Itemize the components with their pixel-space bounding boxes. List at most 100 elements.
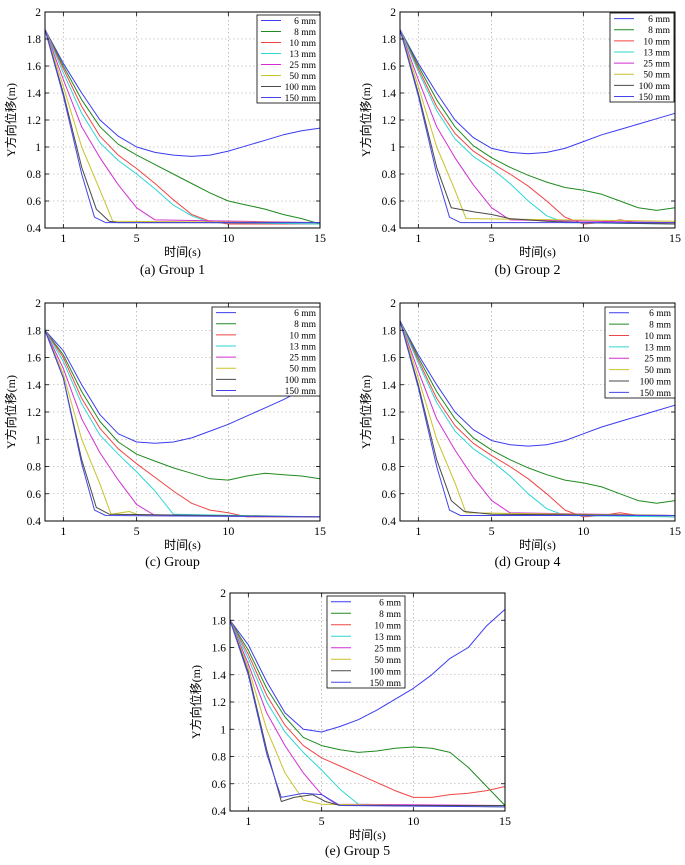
y-tick-label: 1.4 [382,88,397,100]
legend-label: 10 mm [643,37,670,47]
y-tick-label: 1 [35,434,41,446]
series-line-100-mm [229,620,505,806]
legend-label: 8 mm [294,320,317,330]
series-line-13-mm [229,620,506,808]
y-tick-label: 1.6 [212,643,227,655]
series-line-13-mm [399,29,676,225]
legend-label: 50 mm [289,72,316,82]
panel-caption: (e) Group 5 [325,844,390,859]
y-tick-label: 0.4 [382,223,397,235]
legend-label: 13 mm [374,633,401,643]
y-tick-label: 1 [220,724,226,736]
y-tick-label: 0.6 [27,489,42,501]
x-tick-label: 1 [415,231,421,245]
x-tick-label: 15 [314,524,326,538]
series-line-25-mm [399,320,676,516]
legend-label: 10 mm [289,331,316,341]
series-line-8-mm [399,320,676,504]
y-axis-label: Y方向位移(m) [188,665,203,739]
legend-label: 6 mm [649,309,672,319]
chart-panel-3: 1 5 10 150.40.60.811.21.41.61.82时间(s)Y方向位移(… [3,298,326,570]
panel-caption: (a) Group 1 [140,263,205,278]
x-tick-label: 5 [134,231,140,245]
y-tick-label: 1.2 [27,115,42,127]
legend-label: 100 mm [285,83,317,93]
legend-box [256,14,321,104]
x-tick-label: 10 [407,814,419,828]
y-tick-label: 1 [35,142,41,154]
x-tick-label: 15 [499,814,511,828]
y-tick-label: 1.8 [382,325,397,337]
x-tick-label: 1 [60,524,66,538]
legend-label: 8 mm [649,321,672,331]
x-tick-label: 1 [415,524,421,538]
x-tick-label: 10 [577,524,589,538]
y-tick-label: 1.4 [27,88,42,100]
series-line-50-mm [399,320,676,516]
x-tick-label: 5 [319,814,325,828]
legend-label: 50 mm [643,71,670,81]
legend-label: 10 mm [374,621,401,631]
series-line-8-mm [399,29,676,211]
series-line-6-mm [44,329,321,444]
y-tick-label: 1.8 [27,34,42,46]
y-tick-label: 0.6 [382,489,397,501]
legend-box [604,306,676,399]
legend-label: 6 mm [294,17,317,27]
legend-label: 6 mm [379,598,402,608]
y-tick-label: 0.4 [212,806,227,818]
legend-label: 6 mm [648,15,671,25]
x-tick-label: 15 [669,231,681,245]
legend-label: 50 mm [644,366,671,376]
y-tick-label: 1.2 [212,697,227,709]
legend-label: 13 mm [289,342,316,352]
y-tick-label: 1.8 [27,325,42,337]
y-tick-label: 2 [35,7,41,19]
series-line-50-mm [399,29,676,222]
y-tick-label: 1.2 [27,407,42,419]
series-line-150-mm [44,29,320,224]
legend-box [326,595,406,689]
chart-panel-4: 1 5 10 150.40.60.811.21.41.61.82时间(s)Y方向位移(… [358,298,681,570]
x-tick-label: 1 [245,814,251,828]
y-tick-label: 1.8 [382,34,397,46]
x-tick-label: 15 [314,231,326,245]
series-line-50-mm [44,29,321,224]
x-axis-label: 时间(s) [164,538,201,552]
y-tick-label: 2 [35,298,41,310]
series-line-150-mm [229,620,506,808]
series-line-8-mm [229,620,506,806]
legend-label: 25 mm [289,354,316,364]
legend-label: 50 mm [289,365,316,375]
legend-label: 150 mm [639,93,671,103]
x-tick-label: 10 [222,231,234,245]
x-axis-label: 时间(s) [519,538,556,552]
legend-label: 13 mm [289,50,316,60]
legend-label: 6 mm [294,309,317,319]
x-tick-label: 5 [489,524,495,538]
y-tick-label: 0.6 [382,196,397,208]
series-line-10-mm [399,320,676,518]
legend-label: 100 mm [640,377,672,387]
y-axis-label: Y方向位移(m) [3,375,18,449]
y-tick-label: 0.6 [212,779,227,791]
x-tick-label: 5 [489,231,495,245]
legend-label: 13 mm [643,48,670,58]
y-tick-label: 0.8 [382,462,397,474]
y-tick-label: 1.4 [212,670,227,682]
series-line-10-mm [229,620,506,798]
legend-label: 25 mm [289,61,316,71]
x-axis-label: 时间(s) [519,245,556,259]
y-axis-label: Y方向位移(m) [3,83,18,157]
x-axis-label: 时间(s) [164,245,201,259]
panel-caption: (c) Group [145,555,200,570]
series-line-13-mm [44,330,321,518]
legend-label: 13 mm [644,343,671,353]
legend-label: 25 mm [643,60,670,70]
series-line-6-mm [44,29,321,157]
legend-label: 25 mm [374,644,401,654]
